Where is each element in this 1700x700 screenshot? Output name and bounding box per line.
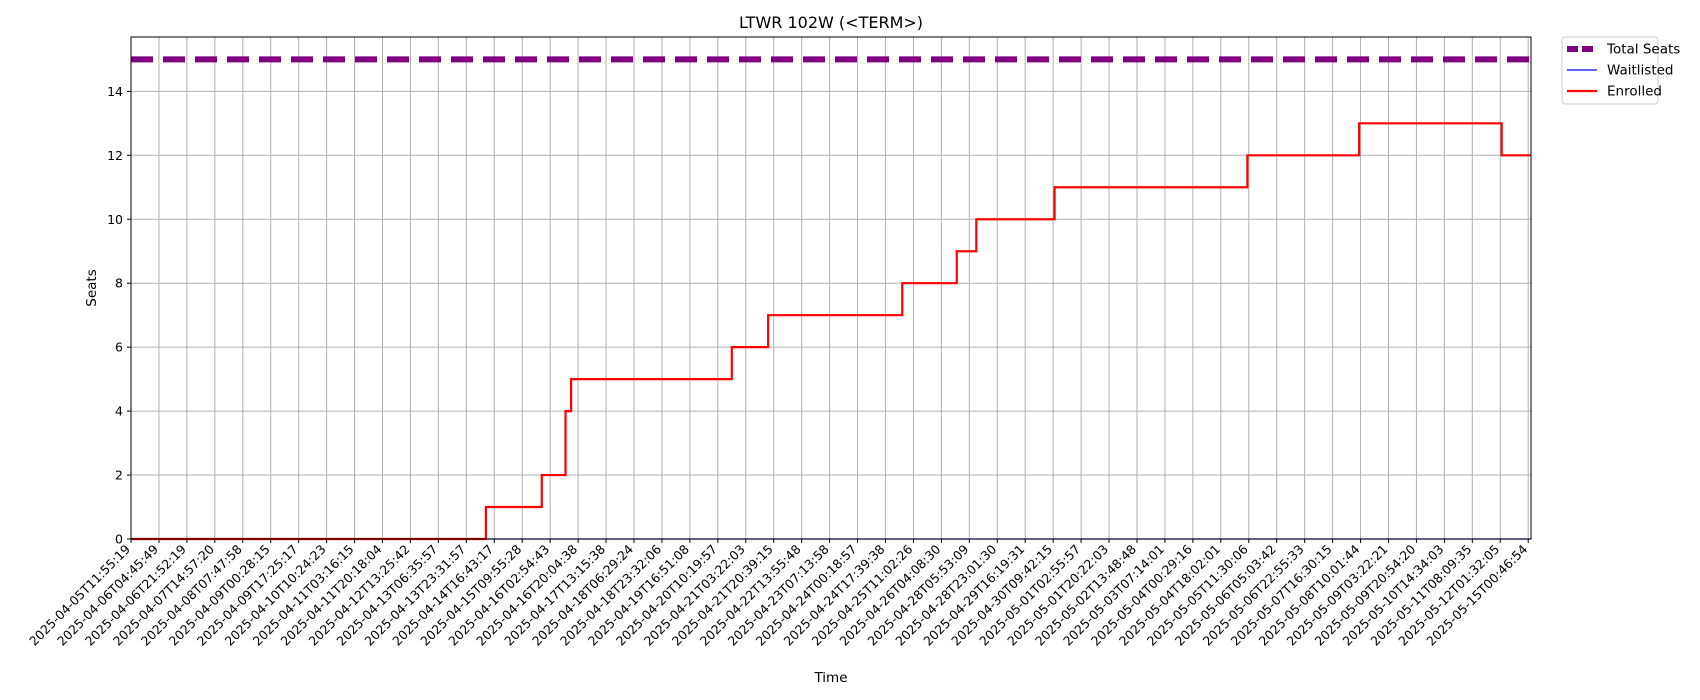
legend: Total Seats Waitlisted Enrolled — [1561, 36, 1680, 105]
plot-frame — [130, 36, 1532, 540]
legend-label: Total Seats — [1606, 42, 1680, 58]
y-tick-label: 6 — [115, 340, 123, 355]
y-tick-label: 4 — [115, 404, 123, 419]
legend-label: Waitlisted — [1607, 63, 1674, 79]
y-tick-label: 8 — [115, 276, 123, 291]
legend-label: Enrolled — [1607, 84, 1662, 100]
x-axis-label: Time — [813, 670, 847, 686]
y-tick-label: 2 — [115, 468, 123, 483]
series-enrolled-line — [131, 122, 1531, 541]
y-axis-ticks: 0 2 4 6 8 10 12 14 — [107, 84, 131, 547]
y-tick-label: 14 — [107, 84, 123, 99]
y-axis-label: Seats — [84, 269, 100, 306]
y-tick-label: 12 — [107, 148, 123, 163]
y-tick-label: 10 — [107, 212, 123, 227]
y-tick-label: 0 — [115, 532, 123, 547]
chart-title: LTWR 102W (<TERM>) — [739, 13, 923, 32]
legend-box — [1561, 36, 1659, 105]
